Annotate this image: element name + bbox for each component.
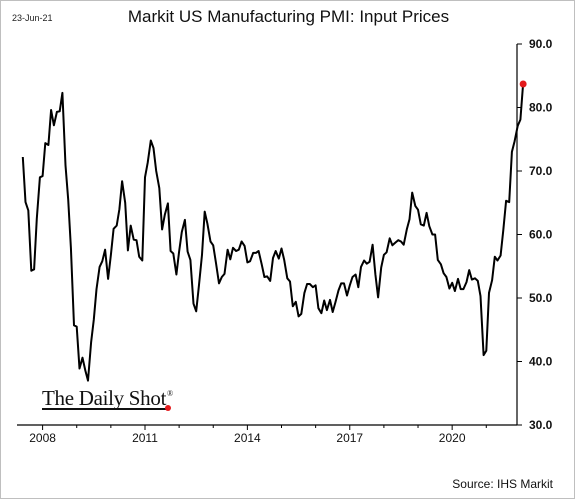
chart-source: Source: IHS Markit <box>452 477 553 491</box>
chart-date: 23-Jun-21 <box>12 13 53 23</box>
y-tick-label: 80.0 <box>529 101 553 115</box>
x-tick-label: 2020 <box>439 431 466 445</box>
x-tick-label: 2014 <box>234 431 261 445</box>
y-tick-label: 30.0 <box>529 418 553 432</box>
y-axis-ticks: 30.0 40.0 50.0 60.0 70.0 80.0 90.0 <box>517 37 553 432</box>
watermark-registered-mark: ® <box>167 389 174 398</box>
x-tick-label: 2011 <box>132 431 158 445</box>
x-tick-label: 2008 <box>29 431 56 445</box>
last-point-marker <box>519 80 527 88</box>
watermark-dot <box>165 405 171 411</box>
y-tick-label: 60.0 <box>529 228 553 242</box>
y-tick-label: 90.0 <box>529 37 553 51</box>
y-tick-label: 70.0 <box>529 164 553 178</box>
y-tick-label: 50.0 <box>529 291 553 305</box>
x-axis-ticks: 2008 2011 2014 2017 2020 <box>29 425 487 445</box>
y-tick-label: 40.0 <box>529 355 553 369</box>
watermark-logo: The Daily Shot <box>42 386 167 410</box>
watermark-underline <box>42 408 166 410</box>
x-tick-label: 2017 <box>336 431 363 445</box>
chart-title: Markit US Manufacturing PMI: Input Price… <box>127 7 450 26</box>
series-line <box>21 83 525 382</box>
chart-axes <box>17 44 518 426</box>
